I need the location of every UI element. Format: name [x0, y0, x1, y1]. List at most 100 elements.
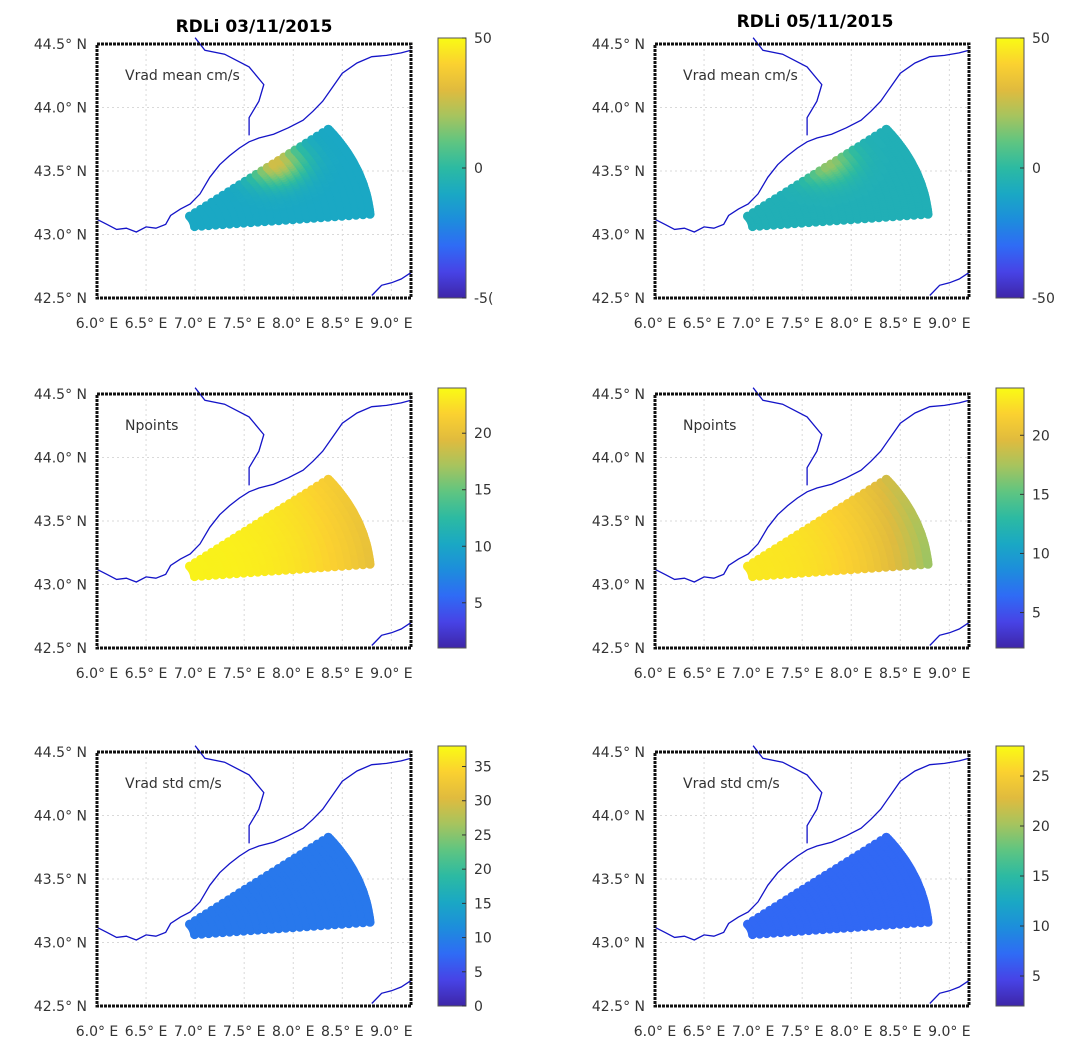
x-tick-label: 6.5° E — [125, 316, 168, 332]
colorbar-tick-label: 30 — [474, 794, 492, 810]
x-tick-label: 7.0° E — [174, 1024, 217, 1040]
data-field — [743, 124, 933, 232]
colorbar-tick-label: 15 — [474, 896, 492, 912]
y-tick-label: 43.0° N — [592, 578, 645, 594]
data-cell — [323, 474, 333, 484]
coastline — [96, 757, 412, 941]
y-tick-label: 42.5° N — [592, 291, 645, 307]
colorbar-tick-label: 10 — [1032, 919, 1050, 935]
coastline — [96, 49, 412, 233]
x-tick-label: 6.5° E — [125, 1024, 168, 1040]
data-cell — [881, 124, 891, 134]
x-tick-label: 8.0° E — [830, 316, 873, 332]
colorbar — [995, 387, 1025, 649]
y-tick-label: 44.5° N — [592, 745, 645, 761]
data-field — [743, 474, 933, 582]
colorbar-tick-label: 0 — [1032, 161, 1041, 177]
data-field — [743, 832, 933, 940]
corsica-coast — [371, 272, 412, 296]
corsica-coast — [929, 980, 970, 1004]
x-tick-label: 7.0° E — [174, 316, 217, 332]
x-tick-label: 8.0° E — [830, 1024, 873, 1040]
x-tick-label: 9.0° E — [928, 1024, 971, 1040]
colorbar-tick-label: 0 — [474, 161, 483, 177]
data-field — [185, 474, 375, 582]
y-tick-label: 42.5° N — [592, 641, 645, 657]
colorbar-tick-label: 15 — [474, 483, 492, 499]
x-tick-label: 6.0° E — [634, 666, 677, 682]
panel-label: Npoints — [683, 418, 736, 434]
panel-label: Vrad std cm/s — [683, 776, 780, 792]
panel-0: Vrad mean cm/s 44.5° N 44.0° N 43.5° N 43.0°… — [34, 31, 494, 332]
x-tick-label: 7.0° E — [732, 666, 775, 682]
y-tick-label: 43.5° N — [34, 872, 87, 888]
x-tick-label: 8.0° E — [272, 316, 315, 332]
colorbar — [437, 37, 467, 299]
border-line — [194, 745, 265, 844]
panels: Vrad mean cm/s 44.5° N 44.0° N 43.5° N 43.0°… — [34, 31, 1055, 1040]
x-tick-label: 9.0° E — [370, 666, 413, 682]
x-tick-label: 6.0° E — [634, 1024, 677, 1040]
corsica-coast — [371, 980, 412, 1004]
border-line — [752, 745, 823, 844]
colorbar-tick-label: 20 — [474, 426, 492, 442]
column-title-0511: RDLi 05/11/2015 — [737, 12, 894, 32]
corsica-coast — [371, 622, 412, 646]
x-tick-label: 7.0° E — [732, 316, 775, 332]
coastline — [96, 399, 412, 583]
y-tick-label: 42.5° N — [34, 999, 87, 1015]
panel-label: Vrad mean cm/s — [125, 68, 240, 84]
x-tick-label: 9.0° E — [370, 1024, 413, 1040]
panel-label: Vrad mean cm/s — [683, 68, 798, 84]
colorbar-tick-label: 5 — [1032, 606, 1041, 622]
map-frame — [653, 750, 971, 1008]
x-tick-label: 8.5° E — [879, 666, 922, 682]
x-tick-label: 9.0° E — [928, 316, 971, 332]
colorbar-tick-label: -50 — [1032, 291, 1055, 307]
x-tick-label: 8.0° E — [272, 1024, 315, 1040]
map-frame — [95, 750, 413, 1008]
y-tick-label: 42.5° N — [592, 999, 645, 1015]
x-tick-label: 6.0° E — [76, 316, 119, 332]
data-cell — [323, 832, 333, 842]
colorbar — [437, 745, 467, 1007]
x-tick-label: 8.0° E — [272, 666, 315, 682]
colorbar-tick-label: 5 — [474, 965, 483, 981]
colorbar-tick-label: 50 — [474, 31, 492, 47]
y-tick-label: 43.0° N — [592, 936, 645, 952]
x-tick-label: 7.0° E — [732, 1024, 775, 1040]
colorbar-tick-label: 50 — [1032, 31, 1050, 47]
colorbar-tick-label: -5( — [474, 291, 493, 307]
colorbar — [995, 37, 1025, 299]
colorbar-tick-label: 10 — [1032, 546, 1050, 562]
y-tick-label: 43.5° N — [34, 514, 87, 530]
data-cell — [881, 474, 891, 484]
data-cell — [881, 832, 891, 842]
y-tick-label: 44.0° N — [34, 451, 87, 467]
x-tick-label: 6.0° E — [634, 316, 677, 332]
x-tick-label: 6.0° E — [76, 1024, 119, 1040]
border-line — [194, 387, 265, 486]
x-tick-label: 6.5° E — [683, 316, 726, 332]
colorbar-tick-label: 20 — [474, 862, 492, 878]
y-tick-label: 44.0° N — [592, 809, 645, 825]
panel-label: Npoints — [125, 418, 178, 434]
y-tick-label: 44.0° N — [592, 451, 645, 467]
x-tick-label: 7.5° E — [781, 316, 824, 332]
map-frame — [653, 392, 971, 650]
x-tick-label: 9.0° E — [370, 316, 413, 332]
colorbar-tick-label: 15 — [1032, 869, 1050, 885]
coastline — [654, 399, 970, 583]
y-tick-label: 43.0° N — [34, 228, 87, 244]
colorbar-tick-label: 25 — [474, 828, 492, 844]
data-cell — [323, 124, 333, 134]
colorbar-tick-label: 0 — [474, 999, 483, 1015]
y-tick-label: 43.0° N — [34, 936, 87, 952]
y-tick-label: 44.5° N — [34, 387, 87, 403]
x-tick-label: 7.5° E — [223, 1024, 266, 1040]
map-frame — [653, 42, 971, 300]
x-tick-label: 8.5° E — [879, 1024, 922, 1040]
y-tick-label: 44.5° N — [592, 37, 645, 53]
y-tick-label: 43.5° N — [592, 514, 645, 530]
